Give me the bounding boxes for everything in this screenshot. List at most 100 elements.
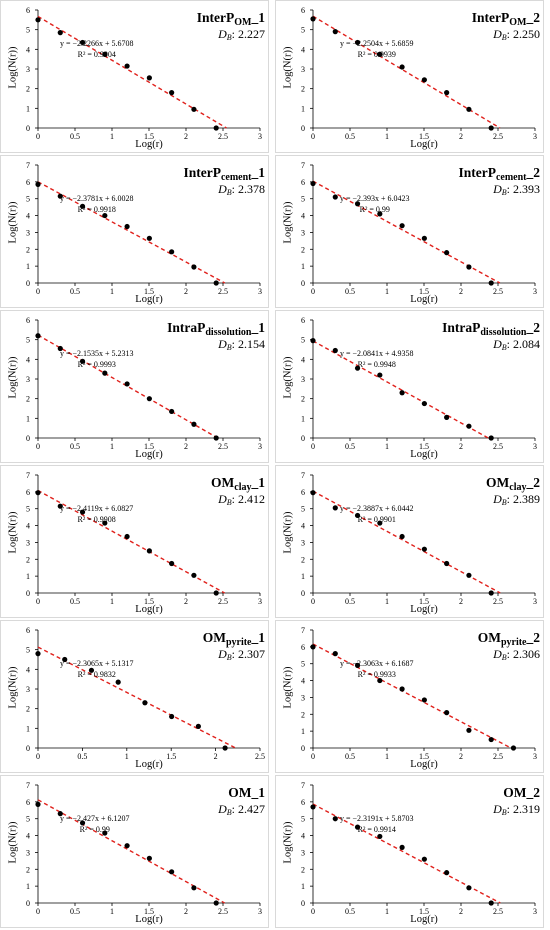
db-symbol: D bbox=[493, 27, 502, 41]
y-tick-label: 3 bbox=[301, 375, 305, 384]
data-point bbox=[79, 203, 86, 209]
db-subscript: B bbox=[226, 188, 232, 197]
x-tick-label: 3 bbox=[258, 597, 262, 606]
x-tick-label: 1 bbox=[110, 442, 114, 451]
chart-title: OMpyrite_1 bbox=[203, 630, 265, 648]
x-tick-label: 3 bbox=[533, 597, 537, 606]
y-tick-label: 4 bbox=[26, 665, 30, 674]
chart-title-main: OM bbox=[503, 785, 527, 800]
fractal-dimension-label: DB: 2.427 bbox=[218, 802, 265, 817]
x-tick-label: 3 bbox=[258, 287, 262, 296]
x-tick-label: 0.5 bbox=[345, 907, 355, 916]
chart-panel: 0 1 2 3 4 5 6 7 0 0.5 1 1.5 2 2.5 3 OMclay_2 DB: 2.389 y … bbox=[275, 465, 550, 620]
x-axis-label: Log(r) bbox=[135, 294, 163, 305]
x-tick-label: 1 bbox=[385, 907, 389, 916]
trend-line bbox=[37, 646, 236, 749]
y-tick-label: 7 bbox=[301, 626, 305, 635]
x-tick-label: 3 bbox=[533, 907, 537, 916]
chart-title-suffix: _2 bbox=[526, 165, 541, 180]
x-axis-label: Log(r) bbox=[410, 604, 438, 615]
y-tick-label: 4 bbox=[26, 832, 30, 841]
data-point bbox=[466, 572, 472, 578]
chart-title-suffix: _1 bbox=[251, 320, 266, 335]
y-tick-label: 5 bbox=[301, 26, 305, 35]
db-value: : 2.319 bbox=[506, 802, 540, 816]
chart-svg: 0 1 2 3 4 5 6 7 0 0.5 1 1.5 2 2.5 3 bbox=[0, 775, 269, 928]
y-tick-label: 7 bbox=[301, 161, 305, 170]
x-tick-label: 1.5 bbox=[144, 132, 154, 141]
db-subscript: B bbox=[501, 188, 507, 197]
y-axis-label: Log(N(r)) bbox=[282, 46, 294, 89]
y-tick-label: 5 bbox=[301, 336, 305, 345]
data-point bbox=[332, 194, 338, 200]
chart-title-suffix: _2 bbox=[526, 785, 541, 800]
x-tick-label: 1 bbox=[385, 287, 389, 296]
x-tick-label: 2 bbox=[459, 597, 463, 606]
data-point bbox=[57, 811, 63, 817]
y-tick-label: 4 bbox=[301, 677, 305, 686]
y-tick-label: 2 bbox=[301, 865, 305, 874]
r-squared-text: R² = 0.9939 bbox=[357, 50, 396, 59]
x-tick-label: 1.5 bbox=[419, 442, 429, 451]
y-tick-label: 5 bbox=[26, 815, 30, 824]
equation-text: y = −2.3887x + 6.0442 bbox=[340, 504, 414, 513]
y-tick-label: 6 bbox=[301, 6, 305, 15]
x-tick-label: 1.5 bbox=[419, 287, 429, 296]
db-value: : 2.154 bbox=[231, 337, 265, 351]
db-symbol: D bbox=[218, 337, 227, 351]
y-axis-label: Log(N(r)) bbox=[282, 511, 294, 554]
x-axis-label: Log(r) bbox=[410, 914, 438, 925]
data-point bbox=[88, 667, 95, 673]
x-tick-label: 1.5 bbox=[144, 907, 154, 916]
y-axis-label: Log(N(r)) bbox=[7, 666, 19, 709]
data-point bbox=[146, 396, 152, 402]
x-tick-label: 2.5 bbox=[493, 132, 503, 141]
regression-equation: y = −2.3887x + 6.0442 R² = 0.9901 bbox=[340, 503, 414, 525]
chart-panel: 0 1 2 3 4 5 6 0 0.5 1 1.5 2 2.5 3 InterPOM_1 DB: 2.227 y… bbox=[0, 0, 275, 155]
x-tick-label: 1 bbox=[110, 287, 114, 296]
data-point bbox=[79, 820, 86, 826]
y-tick-label: 6 bbox=[26, 798, 30, 807]
y-tick-label: 5 bbox=[26, 646, 30, 655]
data-point bbox=[35, 333, 41, 339]
chart-title: OMclay_2 bbox=[486, 475, 540, 493]
db-symbol: D bbox=[493, 802, 502, 816]
x-tick-label: 0.5 bbox=[70, 132, 80, 141]
chart-title-main: OM bbox=[486, 475, 510, 490]
x-axis-label: Log(r) bbox=[410, 294, 438, 305]
r-squared-text: R² = 0.9918 bbox=[77, 205, 116, 214]
y-tick-label: 2 bbox=[301, 555, 305, 564]
x-tick-label: 2.5 bbox=[493, 752, 503, 761]
y-tick-label: 4 bbox=[301, 45, 305, 54]
y-tick-label: 2 bbox=[301, 245, 305, 254]
x-tick-label: 0.5 bbox=[345, 287, 355, 296]
x-tick-label: 1 bbox=[110, 132, 114, 141]
y-axis-label: Log(N(r)) bbox=[7, 201, 19, 244]
data-point bbox=[62, 656, 68, 663]
data-point bbox=[332, 347, 338, 354]
chart-panel: 0 1 2 3 4 5 6 7 0 0.5 1 1.5 2 2.5 3 OM_1 DB: 2.427 y = −2… bbox=[0, 775, 275, 930]
y-tick-label: 1 bbox=[26, 262, 30, 271]
chart-title-main: InterP bbox=[196, 10, 235, 25]
chart-title: OM_1 bbox=[228, 785, 265, 801]
y-tick-label: 6 bbox=[301, 798, 305, 807]
chart-svg: 0 1 2 3 4 5 6 0 0.5 1 1.5 2 2.5 3 bbox=[275, 310, 544, 463]
x-tick-label: 2.5 bbox=[218, 442, 228, 451]
chart-svg: 0 1 2 3 4 5 6 7 0 0.5 1 1.5 2 2.5 3 bbox=[275, 155, 544, 308]
y-axis-label: Log(N(r)) bbox=[7, 356, 19, 399]
data-point bbox=[421, 697, 427, 703]
chart-title: IntraPdissolution_1 bbox=[167, 320, 265, 338]
chart-panel: 0 1 2 3 4 5 6 0 0.5 1 1.5 2 2.5 3 InterPOM_2 DB: 2.250 y… bbox=[275, 0, 550, 155]
data-point bbox=[142, 700, 148, 706]
data-point bbox=[124, 843, 130, 849]
x-tick-label: 3 bbox=[533, 442, 537, 451]
trend-line bbox=[37, 15, 227, 129]
x-tick-label: 2.5 bbox=[493, 597, 503, 606]
y-tick-label: 0 bbox=[26, 899, 30, 908]
x-tick-label: 0.5 bbox=[70, 287, 80, 296]
chart-title: OMpyrite_2 bbox=[478, 630, 540, 648]
x-tick-label: 3 bbox=[533, 752, 537, 761]
data-point bbox=[191, 421, 197, 427]
r-squared-text: R² = 0.9948 bbox=[357, 360, 396, 369]
y-axis-label: Log(N(r)) bbox=[282, 201, 294, 244]
